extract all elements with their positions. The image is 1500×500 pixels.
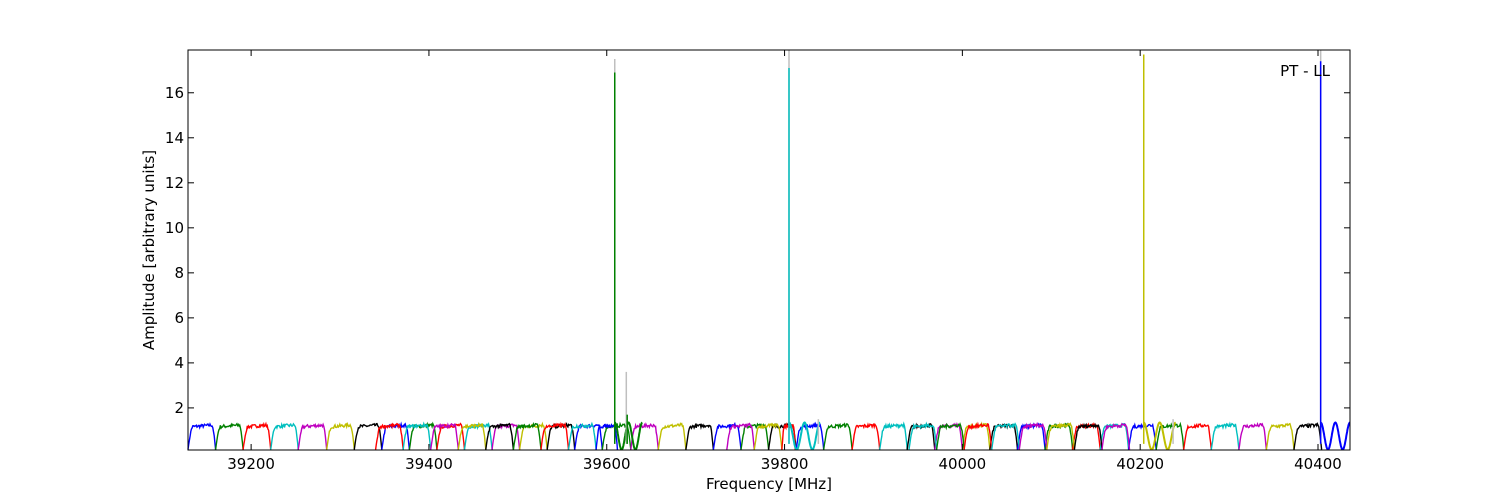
x-tick-label-3: 39800 [761,455,809,473]
bandpass-segment-54 [935,422,965,450]
bandpass-segment-16 [630,422,659,450]
bandpass-segment-47 [540,421,570,450]
bandpass-segment-43 [430,422,459,450]
y-tick-label-1: 4 [174,354,184,372]
bandpass-segment-0 [187,422,217,450]
ripple-3 [1320,421,1351,451]
bandpass-segment-38 [1238,421,1268,450]
x-tick-label-1: 39400 [405,455,453,473]
y-tick-label-2: 6 [174,309,184,327]
bandpass-segment-56 [991,422,1020,450]
bandpass-segment-2 [242,421,272,450]
x-tick-label-6: 40400 [1294,455,1342,473]
bandpass-segment-58 [1046,421,1076,450]
y-tick-label-5: 12 [165,174,184,192]
series-layer [187,50,1351,451]
bandpass-segment-5 [326,421,355,450]
bandpass-segment-57 [1018,421,1048,450]
bandpass-segment-55 [963,421,993,450]
x-axis-label: Frequency [MHz] [706,475,832,493]
bandpass-segment-6 [353,422,383,450]
x-tick-label-2: 39600 [583,455,631,473]
bandpass-segment-48 [567,421,597,450]
y-tick-label-0: 2 [174,399,184,417]
bandpass-segment-39 [1265,422,1295,450]
bandpass-segment-60 [1101,422,1131,450]
bandpass-segment-50 [726,422,755,450]
ripple-0 [614,421,643,451]
bandpass-segment-34 [1127,422,1157,450]
bandpass-segment-40 [1293,421,1323,450]
bandpass-segment-25 [879,421,908,450]
x-tick-label-0: 39200 [227,455,275,473]
bandpass-segment-42 [402,421,432,450]
axis-ticks: 39200 39400 39600 39800 40000 40200 40400 2 4 6 8 1… [165,50,1350,473]
bandpass-segment-17 [657,422,687,450]
bandpass-segment-59 [1073,422,1103,450]
bandpass-segment-4 [297,422,328,450]
y-tick-label-3: 8 [174,264,184,282]
bandpass-segment-53 [908,421,938,450]
ripple-1 [788,421,821,451]
bandpass-segment-49 [595,423,619,450]
bandpass-segment-36 [1183,422,1212,450]
bandpass-segment-24 [851,422,881,450]
bandpass-segment-18 [685,422,715,450]
bandpass-segment-44 [457,421,487,450]
bandpass-segment-51 [753,422,783,450]
y-tick-label-6: 14 [165,129,184,147]
bandpass-segment-3 [270,421,299,450]
bandpass-segment-45 [485,422,515,450]
bandpass-segment-23 [823,422,853,450]
plot-frame [187,49,1351,451]
y-axis-label: Amplitude [arbitrary units] [140,150,158,350]
bandpass-segment-46 [512,421,542,450]
x-tick-label-5: 40200 [1116,455,1164,473]
bandpass-segment-1 [214,422,244,450]
plot-annotation: PT - LL [1280,62,1331,80]
bandpass-segment-41 [374,422,404,450]
y-tick-label-4: 10 [165,219,184,237]
bandpass-segment-37 [1210,421,1240,450]
y-tick-label-7: 16 [165,84,184,102]
ripple-2 [1143,421,1177,451]
x-tick-label-4: 40000 [939,455,987,473]
